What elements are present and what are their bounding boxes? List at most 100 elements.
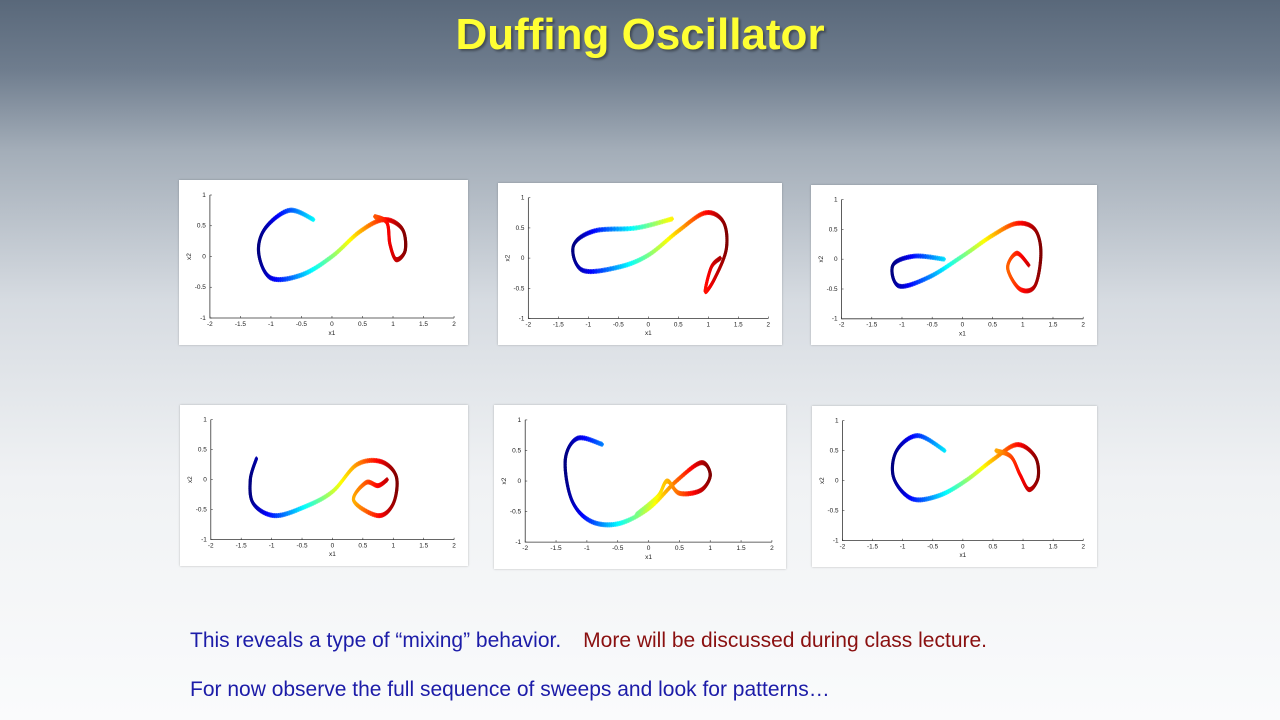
x-tick-label: 2 [770,545,774,552]
x-tick-label: -2 [522,545,528,552]
x-tick-label: 1.5 [419,543,428,550]
x-tick-label: -0.5 [612,545,624,552]
x-tick-label: 0.5 [989,543,998,550]
x-tick-label: 2 [1081,322,1085,329]
y-tick-label: 0.5 [197,223,206,230]
phase-plot-svg: -2 -1.5 -1 -0.5 0 0.5 1 1.5 2 1 0.5 0 -0.5 -1 x1 x2 [186,192,456,337]
x-tick-label: 1 [708,545,712,552]
slide-title: Duffing Oscillator [455,10,825,59]
phase-plot-1: -2 -1.5 -1 -0.5 0 0.5 1 1.5 2 1 0.5 0 -0.5 -1 x1 x2 [179,180,468,345]
x-tick-label: 0.5 [358,543,367,550]
attractor-trajectory [256,207,408,283]
x-tick-label: -1.5 [236,543,248,550]
x-tick-label: 0.5 [675,545,684,552]
x-tick-label: -1.5 [553,321,564,328]
x-tick-label: -2 [208,543,214,550]
x-axis-label: x1 [329,330,336,337]
trajectory-segment [634,512,639,517]
x-axis-label: x1 [329,551,336,558]
x-tick-label: 1 [1021,322,1025,329]
y-axis-label: x2 [501,477,508,484]
x-tick-label: 0 [331,543,335,550]
x-axis-label: x1 [959,552,966,559]
y-tick-label: 1 [518,417,522,424]
x-tick-label: -0.5 [296,321,308,328]
y-tick-label: 0.5 [198,447,207,454]
y-tick-label: -1 [832,316,838,323]
phase-plot-svg: -2 -1.5 -1 -0.5 0 0.5 1 1.5 2 1 0.5 0 -0.5 -1 x1 x2 [505,195,771,337]
y-tick-label: -0.5 [195,284,207,291]
y-tick-label: -0.5 [510,509,522,516]
axis-lines [210,419,455,541]
axis-lines [841,199,1084,320]
y-tick-label: 0 [835,478,839,485]
x-tick-label: -0.5 [613,321,624,328]
y-tick-label: -0.5 [196,507,208,514]
attractor-trajectory [571,210,729,295]
attractor-trajectory [248,456,399,519]
y-tick-label: 1 [521,195,525,202]
x-tick-label: -1.5 [550,545,562,552]
axis-lines [524,419,772,543]
caption-line-1: This reveals a type of “mixing” behavior… [190,629,987,653]
y-axis-label: x2 [818,255,825,262]
x-tick-label: -1 [584,545,590,552]
x-tick-label: 2 [1081,543,1085,550]
y-tick-label: -0.5 [828,508,839,515]
phase-plot-svg: -2 -1.5 -1 -0.5 0 0.5 1 1.5 2 1 0.5 0 -0.5 -1 x1 x2 [501,417,774,561]
x-tick-label: 0 [330,321,334,328]
x-tick-label: 1 [1021,543,1025,550]
y-tick-label: -1 [201,537,207,544]
y-axis-label: x2 [187,476,194,483]
x-axis-label: x1 [645,554,652,561]
phase-plot-5: -2 -1.5 -1 -0.5 0 0.5 1 1.5 2 1 0.5 0 -0.5 -1 x1 x2 [494,405,786,569]
x-tick-label: 1.5 [737,545,746,552]
x-tick-label: -1.5 [866,322,877,329]
x-tick-label: 0.5 [674,321,683,328]
x-tick-label: 1 [391,321,395,328]
phase-plot-6: -2 -1.5 -1 -0.5 0 0.5 1 1.5 2 1 0.5 0 -0.5 -1 x1 x2 [812,406,1097,567]
y-tick-label: -1 [833,538,839,545]
x-tick-label: -2 [207,321,213,328]
x-tick-label: 1.5 [734,321,743,328]
y-tick-label: 1 [203,417,207,424]
attractor-trajectory [890,220,1043,294]
y-tick-label: 1 [834,197,838,204]
phase-plot-svg: -2 -1.5 -1 -0.5 0 0.5 1 1.5 2 1 0.5 0 -0.5 -1 x1 x2 [818,197,1086,338]
x-tick-label: 0 [961,322,965,329]
y-tick-label: -1 [200,315,206,322]
y-tick-label: 0.5 [512,447,521,454]
phase-plot-3: -2 -1.5 -1 -0.5 0 0.5 1 1.5 2 1 0.5 0 -0.5 -1 x1 x2 [811,185,1097,345]
y-tick-label: -1 [515,539,521,546]
x-tick-label: -1 [900,543,906,550]
caption-mixing-text: This reveals a type of “mixing” behavior… [190,629,562,652]
x-tick-label: -2 [840,543,846,550]
x-tick-label: 1 [707,321,711,328]
y-tick-label: -0.5 [827,286,838,293]
y-tick-label: 0 [518,478,522,485]
y-tick-label: 0 [521,255,525,262]
y-tick-label: 1 [835,418,839,425]
caption-line-2: For now observe the full sequence of swe… [190,678,830,701]
y-tick-label: -0.5 [513,285,524,292]
phase-plot-4: -2 -1.5 -1 -0.5 0 0.5 1 1.5 2 1 0.5 0 -0.5 -1 x1 x2 [180,405,468,566]
x-tick-label: 1.5 [419,321,428,328]
y-tick-label: 1 [202,192,206,199]
trajectory-segment [635,511,638,514]
x-tick-label: -0.5 [927,322,938,329]
y-tick-label: 0 [834,256,838,263]
x-tick-label: 0 [961,543,965,550]
attractor-trajectory [563,435,712,528]
x-tick-label: 0 [647,545,651,552]
x-tick-label: 1.5 [1049,322,1058,329]
y-tick-label: 0.5 [516,225,525,232]
x-tick-label: -2 [839,322,845,329]
y-tick-label: 0.5 [829,226,838,233]
x-tick-label: -2 [526,321,532,328]
y-axis-label: x2 [505,254,512,261]
caption-lecture-text: More will be discussed during class lect… [583,629,988,652]
x-tick-label: -1.5 [867,543,878,550]
phase-plot-svg: -2 -1.5 -1 -0.5 0 0.5 1 1.5 2 1 0.5 0 -0.5 -1 x1 x2 [819,418,1086,560]
x-tick-label: -0.5 [296,543,308,550]
x-tick-label: 0.5 [358,321,367,328]
